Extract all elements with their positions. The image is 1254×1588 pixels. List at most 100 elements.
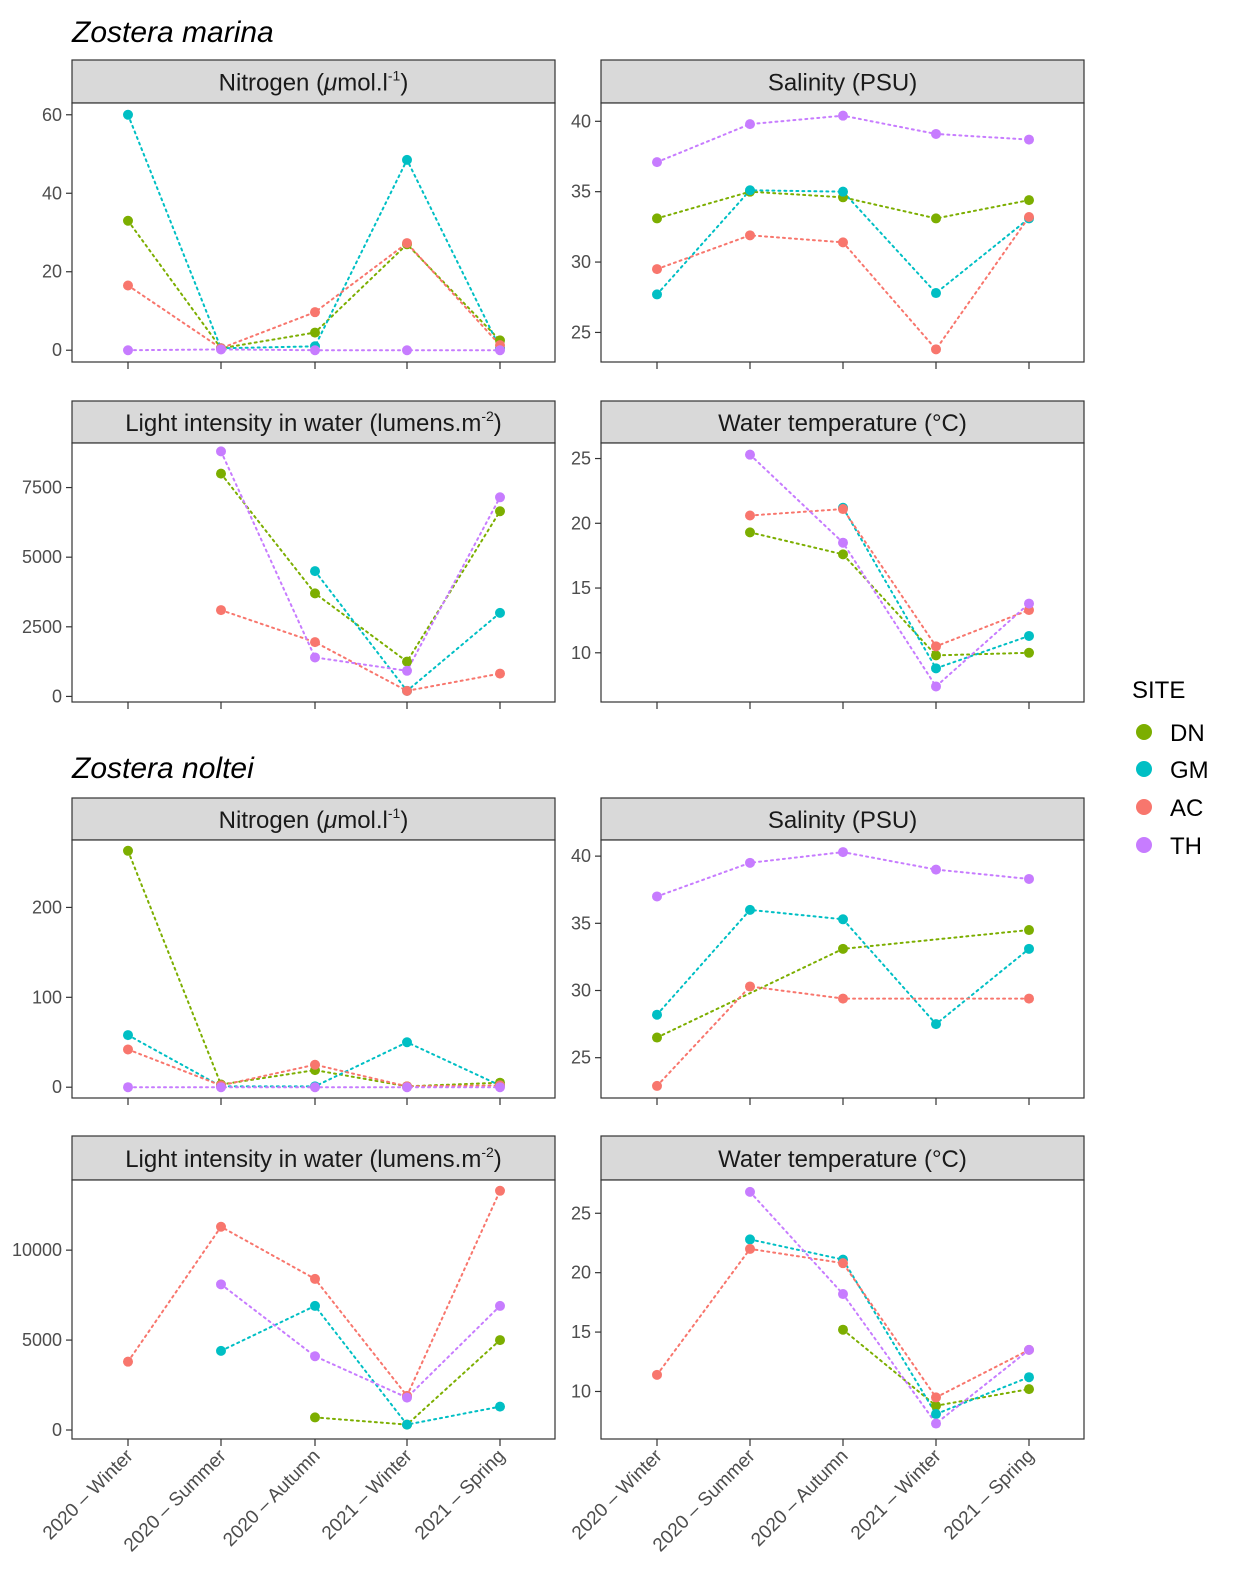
point-dn (652, 213, 662, 224)
y-tick-label: 20 (571, 513, 591, 533)
point-dn (838, 943, 848, 954)
point-ac (402, 685, 412, 696)
point-th (1024, 134, 1034, 145)
legend-swatch-gm (1136, 761, 1152, 777)
panel-6: Light intensity in water (lumens.m-2) 0 50… (12, 1135, 556, 1556)
y-tick-label: 40 (42, 183, 62, 203)
y-tick-label: 25 (571, 1048, 591, 1068)
point-dn (838, 1324, 848, 1335)
y-tick-label: 40 (571, 111, 591, 131)
y-tick-label: 20 (571, 1263, 591, 1283)
point-th (1024, 873, 1034, 884)
series-line-th (749, 453, 1030, 688)
plot-area (71, 102, 556, 363)
y-tick-label: 40 (571, 846, 591, 866)
point-gm (495, 607, 505, 618)
series-line-th (220, 1283, 501, 1399)
series-line-th (220, 450, 501, 672)
point-th (931, 128, 941, 139)
point-th (123, 1082, 133, 1093)
y-tick-label: 10 (571, 1381, 591, 1401)
point-dn (652, 1032, 662, 1043)
point-ac (402, 238, 412, 249)
point-ac (123, 280, 133, 291)
point-dn (1024, 925, 1034, 936)
point-dn (745, 527, 755, 538)
point-ac (310, 1273, 320, 1284)
legend-title: SITE (1132, 677, 1185, 704)
legend-item-ac: AC (1136, 795, 1203, 822)
point-ac (652, 1369, 662, 1380)
point-ac (745, 230, 755, 241)
plot-area (71, 839, 556, 1099)
y-tick-label: 0 (52, 1077, 62, 1097)
y-tick-label: 25 (571, 322, 591, 342)
strip-bg (600, 1135, 1085, 1181)
point-dn (931, 650, 941, 661)
series-line-gm (656, 189, 1030, 296)
point-ac (495, 668, 505, 679)
point-dn (1024, 647, 1034, 658)
y-tick-label: 0 (52, 686, 62, 706)
point-ac (838, 993, 848, 1004)
y-tick-label: 7500 (22, 478, 62, 498)
point-dn (495, 1335, 505, 1346)
point-th (402, 345, 412, 356)
point-ac (838, 504, 848, 515)
strip-title: Light intensity in water (lumens.m-2) (125, 408, 502, 437)
legend-item-th: TH (1136, 833, 1202, 860)
point-gm (216, 1345, 226, 1356)
point-ac (310, 1059, 320, 1070)
point-th (310, 652, 320, 663)
y-tick-label: 100 (32, 987, 62, 1007)
point-gm (310, 566, 320, 577)
point-gm (402, 1419, 412, 1430)
point-gm (123, 109, 133, 120)
point-dn (402, 656, 412, 667)
y-tick-label: 20 (42, 262, 62, 282)
section-title-noltei: Zostera noltei (71, 752, 255, 785)
point-gm (1024, 1372, 1034, 1383)
x-tick-label: 2020 – Winter (39, 1445, 138, 1544)
strip-title: Water temperature (°C) (718, 1146, 967, 1173)
point-dn (495, 506, 505, 517)
point-gm (745, 185, 755, 196)
strip-bg (600, 400, 1085, 444)
strip-bg (600, 797, 1085, 841)
point-th (931, 864, 941, 875)
point-th (745, 857, 755, 868)
panel-0: Nitrogen (μmol.l-1) 0 20 40 60 (42, 59, 556, 369)
point-th (745, 1186, 755, 1197)
x-tick-label: 2020 – Summer (120, 1445, 231, 1556)
panel-4: Nitrogen (μmol.l-1) 0 100 200 (32, 797, 556, 1105)
point-th (838, 847, 848, 858)
point-dn (1024, 195, 1034, 206)
point-gm (838, 914, 848, 925)
plot-area (600, 442, 1085, 703)
y-tick-label: 10 (571, 643, 591, 663)
series-line-dn (127, 849, 501, 1088)
strip-bg (600, 59, 1085, 104)
x-tick-label: 2021 – Spring (411, 1446, 510, 1545)
point-ac (310, 307, 320, 318)
point-ac (652, 264, 662, 275)
series-line-ac (656, 985, 1030, 1087)
legend-item-dn: DN (1136, 720, 1205, 747)
point-ac (745, 981, 755, 992)
strip-title: Light intensity in water (lumens.m-2) (125, 1144, 502, 1173)
strip-title: Salinity (PSU) (768, 70, 917, 97)
y-tick-label: 25 (571, 449, 591, 469)
point-dn (123, 845, 133, 856)
point-dn (123, 215, 133, 226)
panel-1: Salinity (PSU) 25 30 35 40 (571, 59, 1085, 369)
point-dn (216, 468, 226, 479)
point-gm (652, 1009, 662, 1020)
point-gm (310, 1300, 320, 1311)
y-tick-label: 0 (52, 340, 62, 360)
legend-label-th: TH (1170, 833, 1202, 860)
point-ac (931, 344, 941, 355)
legend-swatch-th (1136, 837, 1152, 853)
x-tick-label: 2021 – Winter (847, 1445, 946, 1544)
point-th (216, 344, 226, 355)
panel-5: Salinity (PSU) 25 30 35 40 (571, 797, 1085, 1105)
